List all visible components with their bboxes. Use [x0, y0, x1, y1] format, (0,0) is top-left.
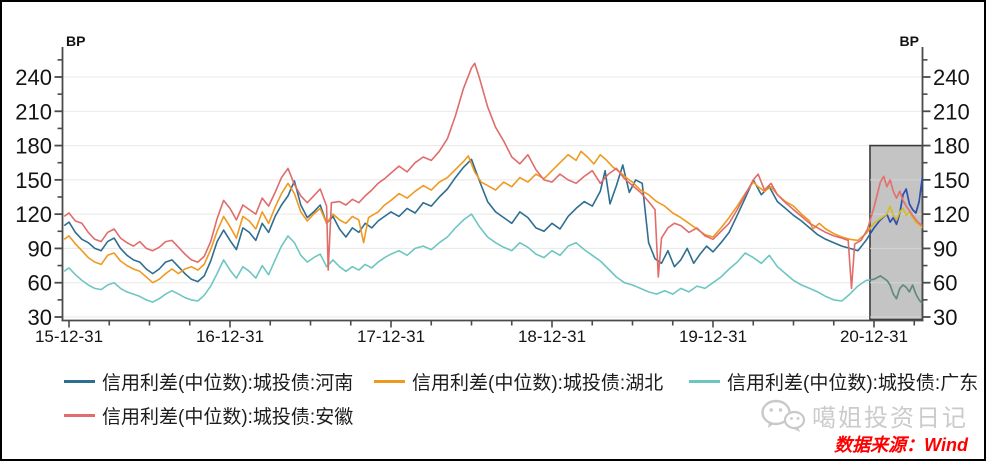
y-tick-label-right: 240 — [933, 65, 970, 90]
y-tick-label-left: 60 — [28, 271, 52, 296]
y-tick-label-left: 30 — [28, 305, 52, 330]
legend-item-henan: 信用利差(中位数):城投债:河南 — [64, 370, 354, 394]
y-tick-label-left: 150 — [15, 168, 52, 193]
y-tick-label-right: 180 — [933, 134, 970, 159]
series-line-1 — [63, 150, 871, 284]
y-tick-label-right: 30 — [933, 305, 957, 330]
x-tick-label: 20-12-31 — [840, 327, 908, 346]
y-tick-label-right: 150 — [933, 168, 970, 193]
legend-swatch-henan — [64, 379, 95, 383]
watermark-text: 噶姐投资日记 — [812, 405, 968, 432]
series-line-highlight-1 — [869, 205, 923, 229]
y-tick-label-right: 210 — [933, 99, 970, 124]
highlight-region — [869, 144, 924, 321]
legend-item-guangdong: 信用利差(中位数):城投债:广东 — [689, 370, 979, 394]
x-tick-label: 18-12-31 — [518, 327, 586, 346]
y-tick-label-right: 120 — [933, 202, 970, 227]
series-line-3 — [63, 62, 871, 290]
x-tick-label: 19-12-31 — [679, 327, 747, 346]
y-tick-label-left: 120 — [15, 202, 52, 227]
y-tick-label-right: 90 — [933, 236, 957, 261]
legend-item-anhui: 信用利差(中位数):城投债:安徽 — [64, 404, 354, 428]
y-tick-label-left: 240 — [15, 65, 52, 90]
unit-label-left: BP — [66, 33, 85, 49]
y-tick-label-right: 60 — [933, 271, 957, 296]
x-tick-label: 15-12-31 — [35, 327, 103, 346]
legend-label-hubei: 信用利差(中位数):城投债:湖北 — [412, 372, 664, 394]
series-line-2 — [63, 213, 871, 303]
series-line-highlight-2 — [869, 275, 923, 304]
legend-swatch-anhui — [64, 413, 95, 417]
x-tick-label: 16-12-31 — [196, 327, 264, 346]
y-tick-label-left: 90 — [28, 236, 52, 261]
watermark: 噶姐投资日记 — [760, 398, 968, 433]
legend-item-hubei: 信用利差(中位数):城投债:湖北 — [374, 370, 664, 394]
unit-label-right: BP — [900, 33, 919, 49]
data-source-note: 数据来源：Wind — [834, 435, 968, 455]
series-line-highlight-3 — [869, 175, 923, 227]
legend-label-anhui: 信用利差(中位数):城投债:安徽 — [102, 406, 354, 428]
y-tick-label-left: 210 — [15, 99, 52, 124]
spread-chart-svg: 30 30 60 60 90 90 120 120 150 150 180 180 210 210 240 2… — [15, 33, 970, 346]
legend-label-guangdong: 信用利差(中位数):城投债:广东 — [727, 372, 979, 394]
plot-area: 30 30 60 60 90 90 120 120 150 150 180 180 210 210 240 2… — [2, 2, 984, 362]
series-line-0 — [63, 158, 871, 283]
legend-swatch-hubei — [374, 379, 405, 383]
x-tick-label: 17-12-31 — [357, 327, 425, 346]
y-tick-label-left: 180 — [15, 134, 52, 159]
legend-swatch-guangdong — [689, 379, 720, 383]
legend-label-henan: 信用利差(中位数):城投债:河南 — [102, 372, 354, 394]
wechat-icon — [761, 399, 806, 432]
